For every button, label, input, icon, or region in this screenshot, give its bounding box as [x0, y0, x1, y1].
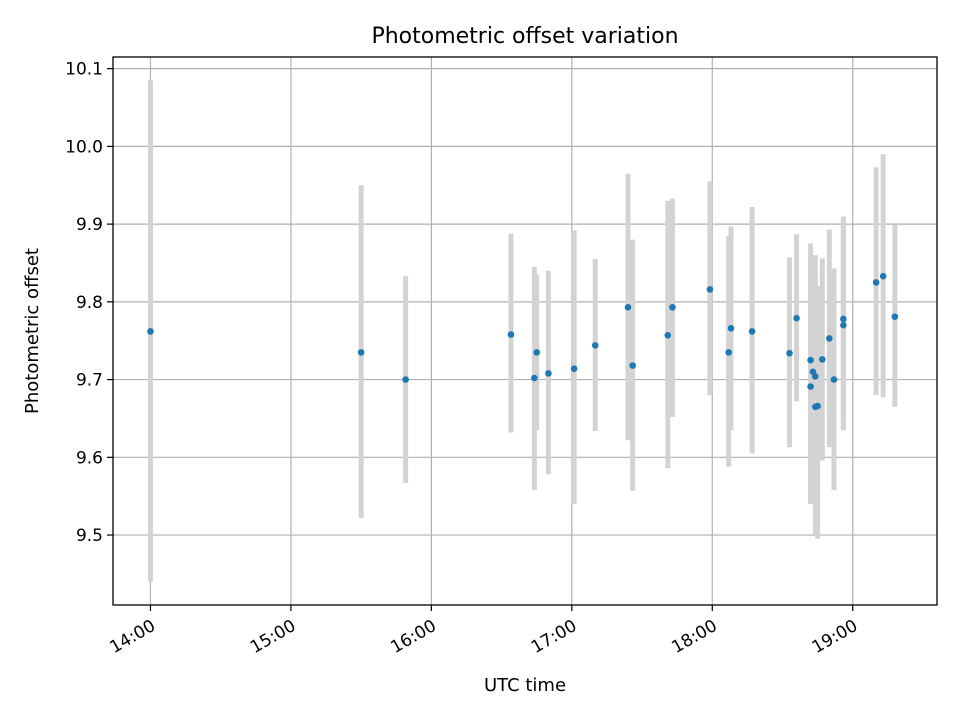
data-point [570, 365, 578, 372]
data-point [531, 374, 538, 382]
y-tick-label: 9.6 [76, 448, 103, 468]
x-tick-label: 17:00 [528, 616, 580, 658]
point-layer [147, 272, 899, 411]
data-point [624, 303, 632, 311]
data-point [786, 349, 793, 357]
data-point [591, 342, 599, 349]
data-point [669, 303, 676, 311]
data-point [664, 331, 672, 339]
y-tick-label: 9.8 [76, 293, 103, 313]
data-point [533, 349, 541, 356]
data-point [807, 383, 814, 390]
data-point [725, 349, 732, 356]
x-tick-label: 19:00 [809, 616, 861, 658]
x-tick-label: 14:00 [107, 616, 159, 658]
data-point [891, 313, 899, 320]
y-tick-label: 10.0 [65, 137, 103, 157]
x-tick-label: 18:00 [668, 616, 720, 658]
data-point [830, 376, 838, 383]
y-tick-label: 9.7 [76, 371, 103, 391]
y-tick-label: 9.5 [76, 526, 103, 546]
data-point [748, 328, 756, 335]
data-point [147, 328, 154, 335]
data-point [402, 376, 409, 383]
data-point [826, 335, 833, 342]
x-tick-label: 15:00 [247, 616, 299, 658]
data-point [872, 279, 880, 286]
data-point [793, 314, 800, 322]
data-point [814, 402, 821, 410]
data-point [545, 370, 552, 377]
x-axis-label: UTC time [484, 675, 566, 696]
data-point [706, 286, 714, 293]
data-point [811, 373, 819, 380]
y-axis-label: Photometric offset [22, 248, 43, 414]
chart-title: Photometric offset variation [371, 24, 678, 49]
x-tick-label: 16:00 [387, 616, 439, 658]
data-point [879, 272, 887, 280]
tick-layer: 14:00 15:00 16:00 17:00 18:00 19:00 9.5 9.6 9.7 9… [65, 60, 861, 658]
data-point [807, 356, 814, 364]
plot-frame [112, 56, 938, 606]
data-point [357, 349, 365, 356]
data-point [840, 315, 847, 323]
y-tick-label: 9.9 [76, 215, 103, 235]
data-point [840, 321, 847, 329]
y-tick-label: 10.1 [65, 60, 103, 80]
data-point [727, 324, 735, 332]
errorbar-layer [147, 80, 898, 582]
data-point [818, 356, 826, 363]
data-point [507, 331, 515, 338]
data-point [629, 362, 636, 369]
